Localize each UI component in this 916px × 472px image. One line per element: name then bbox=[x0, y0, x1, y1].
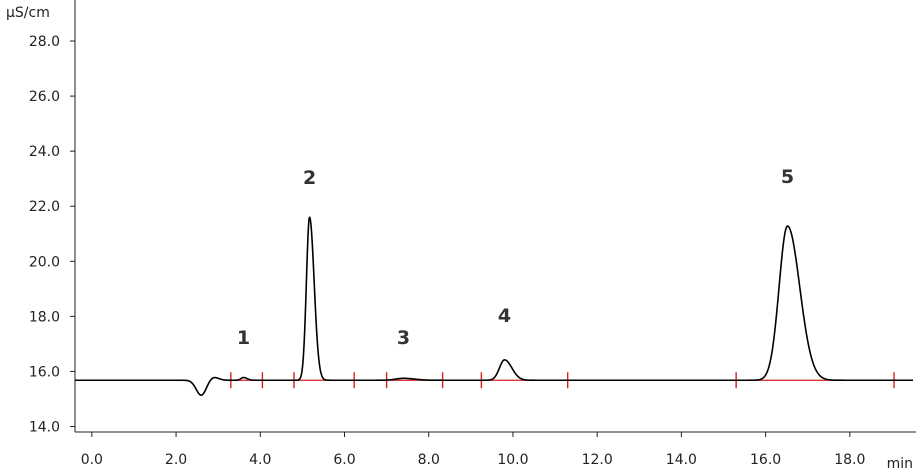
x-tick-label: 10.0 bbox=[497, 452, 528, 468]
x-tick-label: 0.0 bbox=[81, 452, 103, 468]
chromatogram-trace bbox=[74, 216, 914, 396]
y-tick-label: 22.0 bbox=[29, 199, 60, 215]
x-tick-label: 2.0 bbox=[165, 452, 187, 468]
x-tick-label: 12.0 bbox=[582, 452, 613, 468]
y-tick-label: 26.0 bbox=[29, 89, 60, 105]
x-tick-label: 6.0 bbox=[333, 452, 355, 468]
peak-label-4: 4 bbox=[498, 305, 511, 327]
y-tick-label: 24.0 bbox=[29, 144, 60, 160]
y-axis-label: µS/cm bbox=[6, 5, 50, 21]
y-tick-label: 16.0 bbox=[29, 364, 60, 380]
y-tick-label: 20.0 bbox=[29, 254, 60, 270]
peak-label-1: 1 bbox=[237, 327, 250, 349]
peak-label-2: 2 bbox=[303, 167, 316, 189]
x-tick-label: 18.0 bbox=[834, 452, 865, 468]
peak-label-5: 5 bbox=[781, 166, 794, 188]
y-tick-label: 14.0 bbox=[29, 419, 60, 435]
y-tick-label: 18.0 bbox=[29, 309, 60, 325]
x-axis-label: min bbox=[887, 456, 913, 472]
x-tick-label: 8.0 bbox=[418, 452, 440, 468]
peak-label-3: 3 bbox=[397, 327, 410, 349]
x-tick-label: 4.0 bbox=[249, 452, 271, 468]
y-tick-label: 28.0 bbox=[29, 34, 60, 50]
x-tick-label: 16.0 bbox=[750, 452, 781, 468]
x-tick-label: 14.0 bbox=[666, 452, 697, 468]
